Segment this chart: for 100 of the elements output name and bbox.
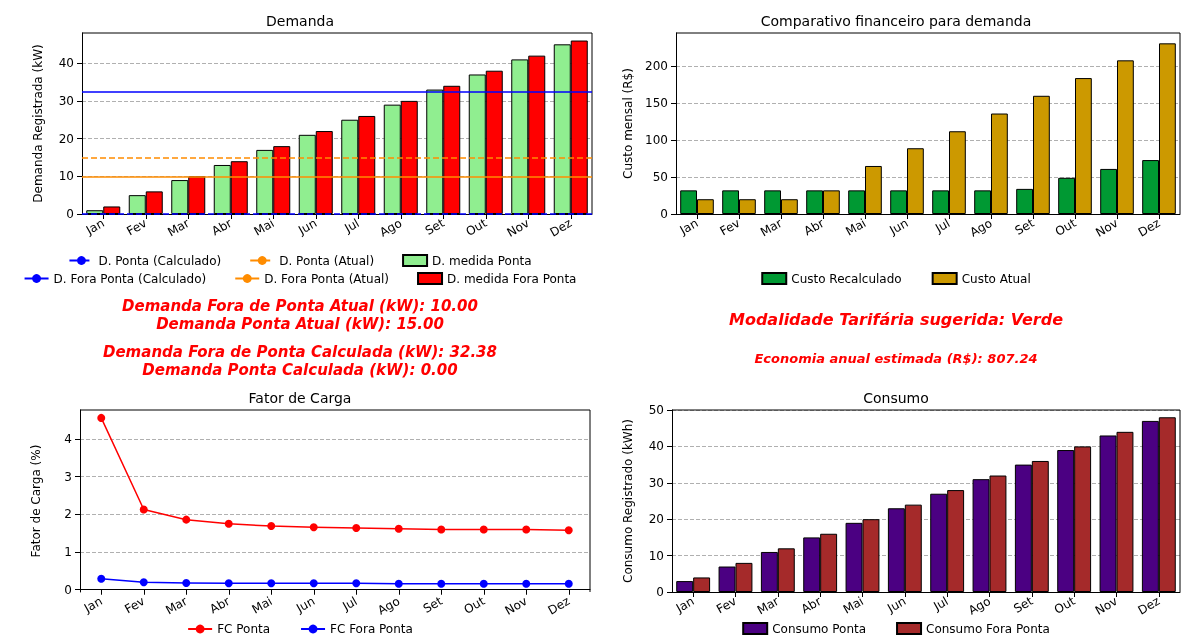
x-tick-label: Jan — [672, 593, 697, 616]
x-tick-label: Jul — [341, 215, 362, 236]
text: Demanda Fora de Ponta Atual (kW): 10.00 — [122, 296, 478, 315]
y-tick-label: 30 — [58, 93, 74, 108]
legend-label: D. medida Fora Ponta — [447, 271, 577, 286]
point — [437, 579, 446, 588]
x-tick-label: Dez — [545, 593, 573, 618]
point — [309, 523, 318, 532]
legend-label: D. Ponta (Atual) — [279, 253, 375, 268]
y-tick-label: 4 — [64, 432, 72, 447]
point — [394, 579, 403, 588]
y-axis-title: Fator de Carga (%) — [29, 444, 43, 558]
legend-label: D. medida Ponta — [432, 253, 532, 268]
text: Modalidade Tarifária sugerida: Verde — [728, 309, 1064, 329]
x-tick-label: Ago — [965, 593, 993, 618]
text: Demanda Fora de Ponta Calculada (kW): 32.38 — [103, 342, 497, 361]
legend-label: Custo Atual — [961, 271, 1031, 286]
point — [479, 525, 488, 534]
y-tick-label: 30 — [648, 475, 664, 490]
x-tick-label: Abr — [209, 215, 235, 239]
y-tick-label: 0 — [64, 582, 72, 597]
y-tick-label: 3 — [64, 469, 72, 484]
text: Demanda Ponta Calculada (kW): 0.00 — [142, 360, 458, 379]
point — [139, 505, 148, 514]
y-tick-label: 10 — [648, 548, 664, 563]
x-tick-label: Nov — [504, 215, 532, 240]
x-tick-label: Dez — [1135, 593, 1163, 618]
point — [139, 578, 148, 587]
x-tick-label: Set — [422, 215, 447, 238]
y-tick-label: 50 — [652, 170, 668, 185]
x-tick-label: Dez — [547, 215, 575, 240]
x-tick-label: Jul — [339, 593, 360, 614]
x-tick-label: Ago — [967, 215, 995, 240]
x-tick-label: Jun — [295, 215, 320, 238]
legend-label: D. Fora Ponta (Calculado) — [53, 271, 207, 286]
chart-title: Comparativo financeiro para demanda — [760, 13, 1032, 29]
x-tick-label: Nov — [502, 593, 530, 618]
x-tick-label: Nov — [1093, 215, 1121, 240]
point — [352, 523, 361, 532]
y-tick-label: 10 — [58, 169, 74, 184]
legend-label: FC Ponta — [217, 622, 271, 636]
x-tick-label: Mai — [843, 215, 869, 239]
chart-title: Consumo — [863, 390, 929, 406]
text: Economia anual estimada (R$): 807.24 — [754, 350, 1038, 366]
point — [394, 524, 403, 533]
x-tick-label: Abr — [801, 215, 827, 239]
point — [224, 579, 233, 588]
y-axis-title: Consumo Registrado (kWh) — [621, 419, 635, 583]
x-tick-label: Jun — [884, 593, 909, 616]
x-tick-label: Nov — [1092, 593, 1120, 618]
point — [267, 579, 276, 588]
y-tick-label: 50 — [648, 403, 664, 417]
x-tick-label: Ago — [377, 215, 405, 240]
x-tick-label: Dez — [1135, 215, 1163, 240]
x-tick-label: Out — [1051, 593, 1078, 617]
x-tick-label: Mar — [165, 215, 192, 240]
point — [437, 525, 446, 534]
x-tick-label: Set — [420, 593, 445, 616]
point — [309, 579, 318, 588]
y-tick-label: 0 — [660, 207, 668, 221]
y-tick-label: 2 — [64, 507, 72, 522]
point — [182, 578, 191, 587]
legend-label: D. Fora Ponta (Atual) — [264, 271, 390, 286]
legend-label: Consumo Ponta — [772, 621, 867, 636]
point — [564, 526, 573, 535]
x-tick-label: Mai — [251, 215, 277, 239]
x-tick-label: Jan — [80, 593, 105, 616]
y-tick-label: 1 — [64, 545, 72, 560]
x-tick-label: Fev — [717, 215, 743, 239]
x-tick-label: Mar — [757, 215, 785, 240]
point — [267, 522, 276, 531]
x-tick-label: Mai — [249, 593, 275, 617]
y-tick-label: 200 — [645, 59, 668, 74]
y-tick-label: 150 — [645, 96, 668, 111]
y-tick-label: 20 — [648, 512, 664, 527]
x-tick-label: Set — [1011, 593, 1036, 616]
point — [182, 515, 191, 524]
legend-label: Custo Recalculado — [791, 271, 902, 286]
y-tick-label: 40 — [648, 439, 664, 454]
x-tick-label: Out — [463, 215, 490, 239]
x-tick-label: Out — [461, 593, 488, 617]
point — [479, 579, 488, 588]
point — [522, 579, 531, 588]
y-tick-label: 20 — [58, 131, 74, 146]
x-tick-label: Jan — [82, 215, 107, 238]
y-axis-title: Custo mensal (R$) — [621, 68, 636, 179]
x-tick-label: Jul — [930, 593, 951, 614]
x-tick-label: Mai — [840, 593, 866, 617]
y-tick-label: 100 — [645, 133, 668, 148]
x-tick-label: Fev — [124, 215, 150, 239]
x-tick-label: Abr — [798, 593, 824, 617]
x-tick-label: Jun — [886, 215, 911, 238]
text: Demanda Ponta Atual (kW): 15.00 — [156, 314, 444, 333]
legend-label: FC Fora Ponta — [330, 622, 413, 636]
legend-label: Consumo Fora Ponta — [926, 621, 1050, 636]
y-axis-title: Demanda Registrada (kW) — [31, 44, 45, 203]
point — [97, 413, 106, 422]
point — [352, 579, 361, 588]
x-tick-label: Fev — [714, 593, 739, 617]
point — [224, 519, 233, 528]
